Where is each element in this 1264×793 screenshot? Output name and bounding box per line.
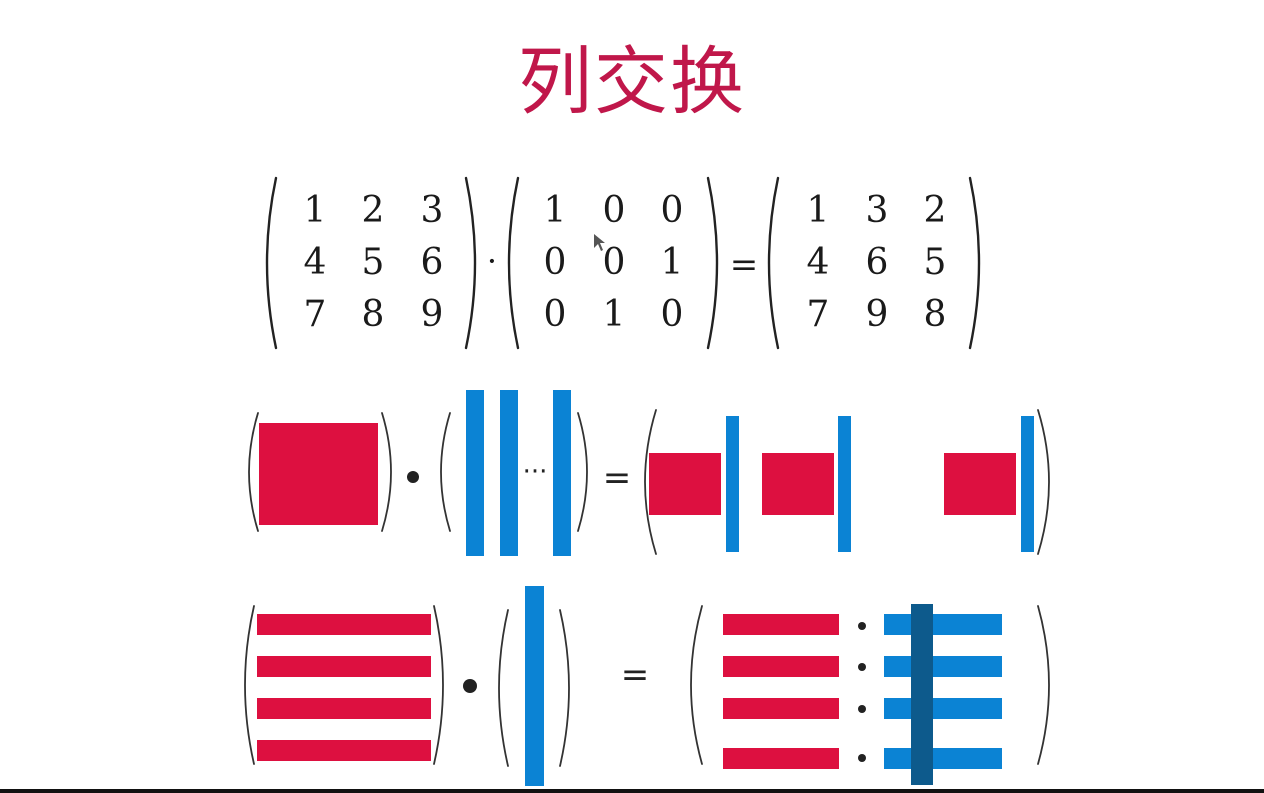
block2-result-overlay-column — [911, 604, 933, 785]
matrix-result-cell: 3 — [866, 190, 889, 231]
block2-multiply-dot — [463, 679, 477, 693]
page-title: 列交换 — [518, 39, 746, 125]
matrix-p-left-bracket — [507, 176, 520, 350]
block1-multiply-dot — [407, 471, 419, 483]
block1-p-left-bracket — [440, 412, 451, 532]
mouse-cursor-icon — [594, 234, 605, 251]
matrix-equation: 1 2 3 4 5 6 7 8 9 · 1 0 0 0 0 1 0 1 0 = — [265, 176, 981, 350]
matrix-result-cell: 4 — [807, 242, 830, 283]
matrix-p-cell: 0 — [544, 294, 567, 335]
block1-column-n — [553, 390, 571, 556]
block2-row-3 — [257, 698, 431, 719]
block1-equals-sign: = — [603, 458, 632, 498]
matrix-a-cell: 1 — [304, 190, 327, 231]
block2-a-left-bracket — [244, 605, 255, 765]
bottom-border — [0, 789, 1264, 793]
permutation-matrix: 1 0 0 0 0 1 0 1 0 — [544, 190, 684, 335]
block2-result-row-4 — [723, 748, 839, 769]
matrix-result-cell: 1 — [807, 190, 830, 231]
multiply-operator: · — [487, 242, 497, 280]
block2-a-right-bracket — [433, 605, 444, 765]
matrix-result-left-bracket — [767, 176, 780, 350]
block2-p-right-bracket — [559, 609, 570, 767]
block2-equals-sign: = — [621, 655, 650, 695]
matrix-result-cell: 7 — [807, 294, 830, 335]
matrix-result-cell: 9 — [866, 294, 889, 335]
block2-row-1 — [257, 614, 431, 635]
matrix-result-cell: 2 — [924, 190, 947, 231]
matrix-result-cell: 6 — [866, 242, 889, 283]
matrix-p-cell: 0 — [661, 294, 684, 335]
matrix-p-cell: 0 — [603, 242, 626, 283]
matrix-a-cell: 2 — [362, 190, 385, 231]
block2-product-dot — [858, 622, 866, 630]
matrix-p-cell: 0 — [661, 190, 684, 231]
block1-column-1 — [466, 390, 484, 556]
block2-result-left-bracket — [690, 605, 703, 765]
block2-row-4 — [257, 740, 431, 761]
block-diagram-columns: ··· = — [248, 390, 1050, 556]
matrix-p-cell: 1 — [544, 190, 567, 231]
block1-result-column-2 — [838, 416, 851, 552]
block1-column-2 — [500, 390, 518, 556]
matrix-result-cell: 5 — [924, 242, 947, 283]
block2-result-row-2 — [723, 656, 839, 677]
matrix-a-cell: 9 — [421, 294, 444, 335]
result-matrix: 1 3 2 4 6 5 7 9 8 — [807, 190, 947, 335]
block2-p-left-bracket — [498, 609, 509, 767]
matrix-a-cell: 5 — [362, 242, 385, 283]
matrix-a-cell: 7 — [304, 294, 327, 335]
block1-matrix-a — [259, 423, 378, 525]
matrix-p-cell: 1 — [661, 242, 684, 283]
block1-result-block-n — [944, 453, 1016, 515]
block1-result-left-bracket — [644, 409, 657, 555]
equals-sign: = — [730, 245, 759, 285]
matrix-a-left-bracket — [265, 176, 278, 350]
block2-result-row-3 — [723, 698, 839, 719]
matrix-a-cell: 6 — [421, 242, 444, 283]
matrix-a-right-bracket — [464, 176, 477, 350]
block2-result-blue-row-3 — [884, 698, 1002, 719]
block2-result-blue-row-1 — [884, 614, 1002, 635]
matrix-a: 1 2 3 4 5 6 7 8 9 — [304, 190, 444, 335]
matrix-result-cell: 8 — [924, 294, 947, 335]
block-diagram-rows: = — [244, 586, 1050, 786]
matrix-p-right-bracket — [706, 176, 719, 350]
block1-result-block-2 — [762, 453, 834, 515]
block2-row-2 — [257, 656, 431, 677]
block2-column — [525, 586, 544, 786]
block1-result-column-n — [1021, 416, 1034, 552]
block1-result-block-1 — [649, 453, 721, 515]
block2-product-dot — [858, 663, 866, 671]
matrix-a-cell: 3 — [421, 190, 444, 231]
block2-product-dot — [858, 705, 866, 713]
matrix-p-cell: 0 — [544, 242, 567, 283]
matrix-a-cell: 8 — [362, 294, 385, 335]
block1-ellipsis: ··· — [523, 457, 548, 487]
block2-product-dot — [858, 754, 866, 762]
block1-result-column-1 — [726, 416, 739, 552]
block2-result-blue-row-2 — [884, 656, 1002, 677]
matrix-result-right-bracket — [968, 176, 981, 350]
block1-result-right-bracket — [1037, 409, 1050, 555]
matrix-p-cell: 1 — [603, 294, 626, 335]
block2-result-blue-row-4 — [884, 748, 1002, 769]
block1-a-left-bracket — [248, 412, 259, 532]
block1-p-right-bracket — [577, 412, 588, 532]
block1-a-right-bracket — [381, 412, 392, 532]
block2-result-right-bracket — [1037, 605, 1050, 765]
matrix-p-cell: 0 — [603, 190, 626, 231]
matrix-a-cell: 4 — [304, 242, 327, 283]
block2-result-row-1 — [723, 614, 839, 635]
